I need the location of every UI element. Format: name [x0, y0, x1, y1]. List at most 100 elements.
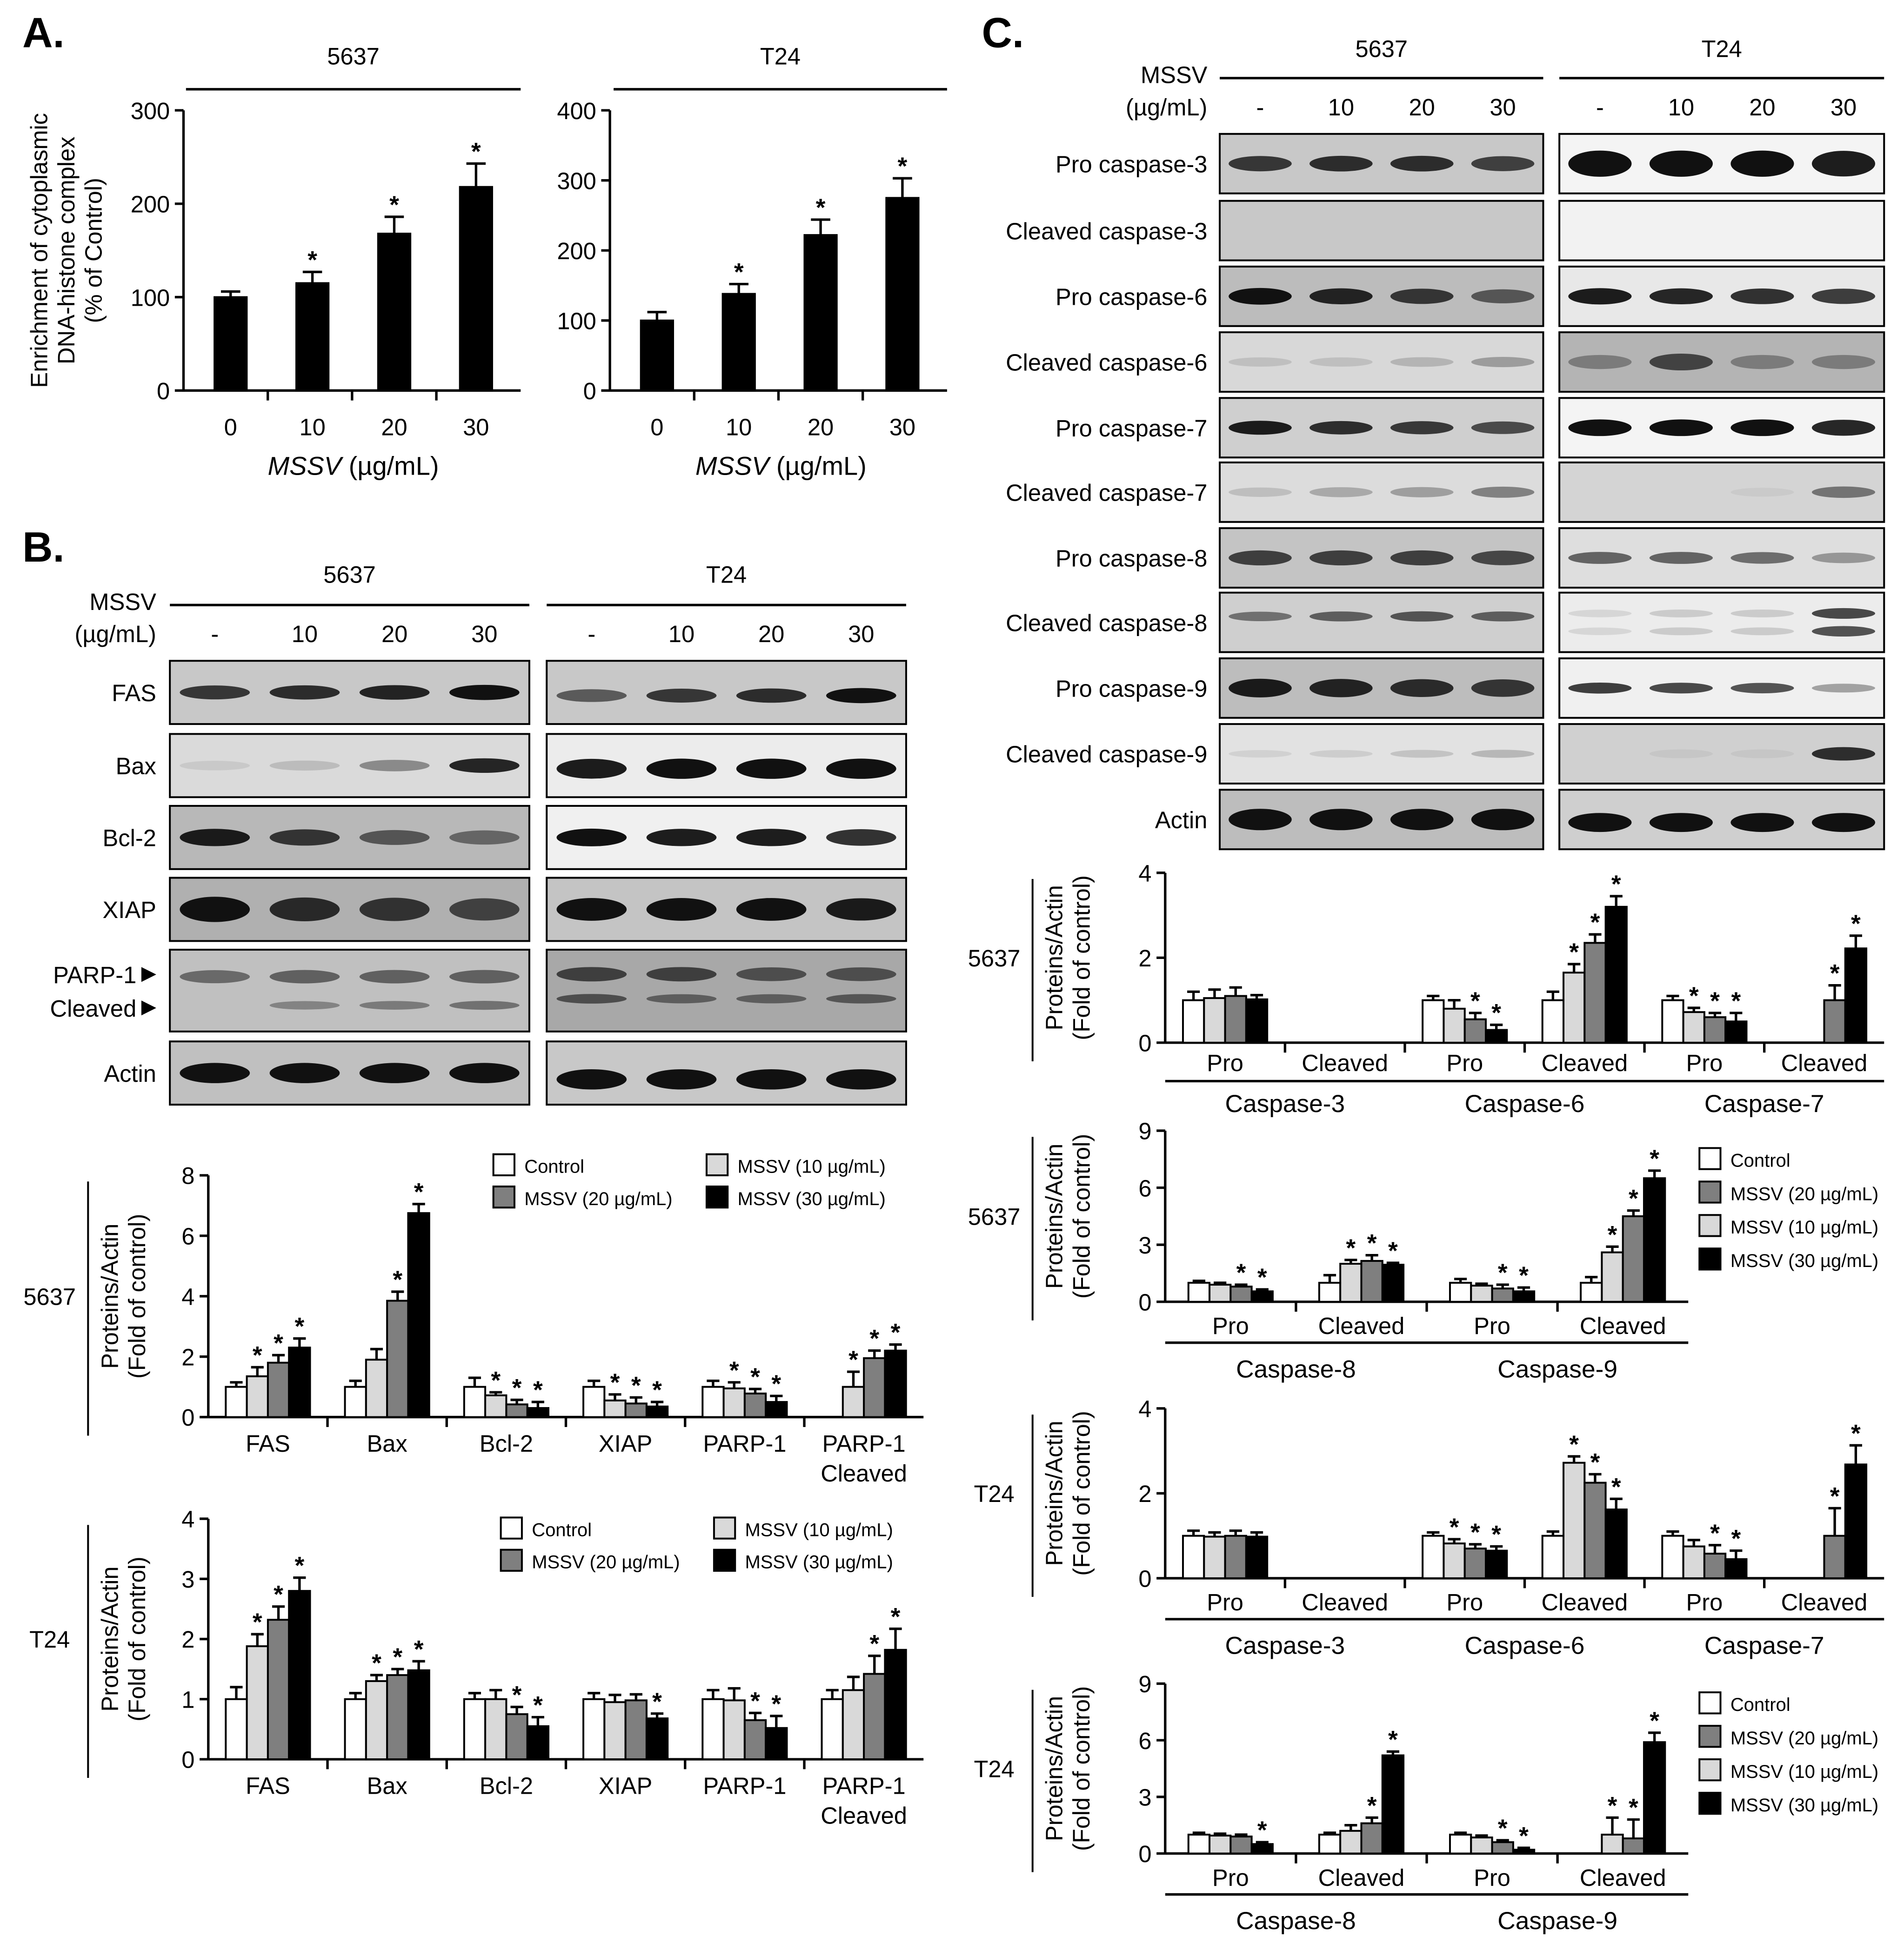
blot-band: [1811, 355, 1876, 369]
bar-mssv10: [1209, 1834, 1232, 1855]
bar-control: [463, 1386, 487, 1418]
bar-mssv10: [1682, 1011, 1705, 1044]
blot-band: [1730, 355, 1794, 369]
blot-band: [1649, 150, 1713, 177]
bar-control: [1182, 1535, 1205, 1579]
y-axis-label: Proteins/Actin: [1041, 885, 1068, 1030]
dose-label: 30: [471, 621, 497, 647]
blot-strip: [1219, 200, 1544, 261]
blot-band: [1649, 683, 1713, 694]
x-tick-label: 30: [463, 414, 489, 440]
significance-star: *: [1611, 871, 1621, 898]
x-tick-label: 10: [726, 414, 752, 440]
bar-mssv30: [1381, 1754, 1405, 1855]
blot-band: [1229, 421, 1292, 435]
blot-strip: [169, 949, 530, 1032]
significance-star: *: [750, 1687, 760, 1715]
blot-band: [359, 898, 430, 921]
x-axis-label: MSSV (µg/mL): [695, 451, 867, 481]
panel-label-c: C.: [982, 9, 1024, 56]
cell-line-label: 5637: [1355, 36, 1408, 62]
y-tick-label: 2: [181, 1626, 194, 1653]
y-tick-label: 2: [181, 1344, 194, 1370]
bar-control: [1661, 1535, 1684, 1579]
blot-band: [1309, 679, 1373, 697]
x-tick-label: FAS: [246, 1430, 290, 1457]
blot-band: [1811, 684, 1876, 693]
blot-band: [556, 758, 627, 779]
x-tick-label: Bcl-2: [480, 1430, 533, 1457]
bar-mssv30: [1512, 1849, 1536, 1855]
bar-control: [1182, 999, 1205, 1044]
bar-control: [1541, 1535, 1565, 1579]
bar-mssv10: [365, 1680, 388, 1760]
bar-mssv20: [1823, 999, 1846, 1044]
blot-band: [826, 898, 896, 921]
legend-swatch-control: [1698, 1691, 1722, 1715]
x-axis-label: MSSV (µg/mL): [268, 451, 439, 481]
blot-band: [1229, 750, 1292, 758]
bar-mssv10: [1203, 1535, 1226, 1579]
bar-control: [821, 1698, 844, 1760]
x-tick-label: Cleaved: [1580, 1313, 1666, 1339]
blot-band: [449, 758, 520, 773]
x-tick-label: PARP-1: [822, 1773, 906, 1799]
bar-mssv30: [288, 1347, 311, 1418]
x-tick-label: Cleaved: [1781, 1589, 1868, 1616]
bar-mssv30: [1485, 1549, 1508, 1579]
bar-mssv30: [1485, 1029, 1508, 1044]
significance-star: *: [1689, 982, 1699, 1010]
bar-mssv30: [407, 1669, 430, 1760]
chart-A2: 0 100 200 300 400 0 10 * 20 * 30 * T24 MSSV (µg/mL): [557, 43, 947, 481]
blot-band: [1811, 608, 1876, 619]
significance-star: *: [1388, 1237, 1398, 1265]
bar: [803, 234, 838, 392]
bar-mssv30: [645, 1405, 669, 1418]
y-tick-label: 4: [1138, 860, 1151, 886]
significance-star: *: [1629, 1185, 1638, 1213]
cell-line-label: T24: [1702, 36, 1742, 62]
significance-star: *: [1569, 938, 1579, 966]
significance-star: *: [1830, 960, 1840, 987]
blot-band: [1730, 488, 1794, 497]
significance-star: *: [1731, 987, 1741, 1015]
blot-band: [1730, 552, 1794, 564]
blot-row-label: Pro caspase-8: [1056, 545, 1207, 572]
blot-band: [556, 967, 627, 982]
bar-mssv10: [1682, 1545, 1705, 1579]
blot-band: [646, 758, 717, 779]
bar-control: [463, 1698, 487, 1760]
significance-star: *: [891, 1603, 901, 1631]
blot-band: [736, 994, 807, 1004]
significance-star: *: [414, 1636, 424, 1663]
blot-strip: [1558, 591, 1885, 653]
legend-swatch-control: [492, 1153, 515, 1176]
significance-star: *: [491, 1367, 501, 1394]
dose-label: -: [1596, 94, 1604, 121]
blot-band: [1229, 550, 1292, 566]
blot-band: [449, 1063, 520, 1083]
y-axis-label: Proteins/Actin: [1041, 1696, 1068, 1841]
blot-band: [359, 1001, 430, 1010]
dose-label: 10: [292, 621, 318, 647]
bar: [640, 319, 674, 392]
significance-star: *: [1257, 1264, 1267, 1291]
y-axis-label: Proteins/Actin: [1041, 1144, 1068, 1289]
blot-band: [1811, 813, 1876, 832]
bar-mssv10: [246, 1645, 269, 1760]
dose-label: 30: [848, 621, 874, 647]
blot-strip: [1558, 331, 1885, 393]
blot-band: [1730, 749, 1794, 758]
bar-control: [701, 1698, 725, 1760]
x-tick-label: Pro: [1446, 1589, 1483, 1616]
bar-mssv10: [1601, 1251, 1624, 1303]
y-tick-label: 3: [181, 1566, 194, 1593]
blot-band: [1390, 155, 1454, 172]
blot-band: [1568, 355, 1632, 369]
significance-star: *: [1629, 1794, 1638, 1821]
y-tick-label: 9: [1138, 1671, 1151, 1697]
significance-star: *: [1650, 1707, 1659, 1735]
chart-row-label: T24: [974, 1481, 1014, 1507]
bar-mssv30: [1245, 998, 1269, 1044]
y-axis-label: Enrichment of cytoplasmic: [26, 113, 52, 388]
